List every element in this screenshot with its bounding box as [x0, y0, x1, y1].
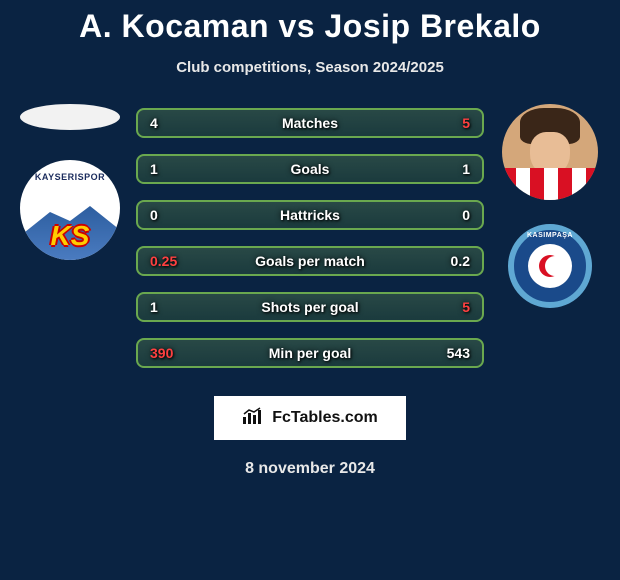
- club2-top-text: KASIMPAŞA: [514, 232, 586, 239]
- stat-row: 390Min per goal543: [136, 338, 484, 368]
- stat-label: Shots per goal: [138, 299, 482, 315]
- club-top-text: KAYSERISPOR: [20, 172, 120, 182]
- stat-left-value: 4: [150, 115, 158, 131]
- stat-row: 1Goals1: [136, 154, 484, 184]
- stat-right-value: 0: [462, 207, 470, 223]
- player-left-avatar: [20, 104, 120, 130]
- stat-left-value: 390: [150, 345, 173, 361]
- stat-right-value: 543: [447, 345, 470, 361]
- player-left-club-badge: KAYSERISPOR KS: [20, 160, 120, 260]
- site-badge[interactable]: FcTables.com: [212, 394, 408, 442]
- club-shield: KAYSERISPOR KS: [20, 160, 120, 260]
- player-right-avatar: [502, 104, 598, 200]
- right-player-column: KASIMPAŞA: [490, 104, 610, 308]
- stat-right-value: 1: [462, 161, 470, 177]
- comparison-panel: KAYSERISPOR KS KASIMPAŞA 4Matches51Goals…: [0, 104, 620, 384]
- page-title: A. Kocaman vs Josip Brekalo: [0, 0, 620, 45]
- stat-right-value: 5: [462, 299, 470, 315]
- subtitle: Club competitions, Season 2024/2025: [0, 59, 620, 76]
- chart-icon: [242, 407, 264, 430]
- stat-label: Min per goal: [138, 345, 482, 361]
- crescent-icon: [539, 255, 561, 277]
- stat-right-value: 5: [462, 115, 470, 131]
- stat-label: Hattricks: [138, 207, 482, 223]
- player-right-club-badge: KASIMPAŞA: [508, 224, 592, 308]
- stat-label: Goals per match: [138, 253, 482, 269]
- stat-row: 0Hattricks0: [136, 200, 484, 230]
- stat-row: 0.25Goals per match0.2: [136, 246, 484, 276]
- club2-inner-circle: [528, 244, 572, 288]
- stat-row: 4Matches5: [136, 108, 484, 138]
- stat-left-value: 1: [150, 161, 158, 177]
- stat-right-value: 0.2: [451, 253, 470, 269]
- avatar-jersey: [502, 168, 598, 200]
- stat-left-value: 0.25: [150, 253, 177, 269]
- club-ks-text: KS: [20, 220, 120, 252]
- left-player-column: KAYSERISPOR KS: [10, 104, 130, 260]
- stat-row: 1Shots per goal5: [136, 292, 484, 322]
- stat-left-value: 0: [150, 207, 158, 223]
- site-name: FcTables.com: [272, 409, 378, 427]
- stat-label: Matches: [138, 115, 482, 131]
- stats-list: 4Matches51Goals10Hattricks00.25Goals per…: [136, 108, 484, 384]
- stat-left-value: 1: [150, 299, 158, 315]
- footer-date: 8 november 2024: [0, 460, 620, 478]
- stat-label: Goals: [138, 161, 482, 177]
